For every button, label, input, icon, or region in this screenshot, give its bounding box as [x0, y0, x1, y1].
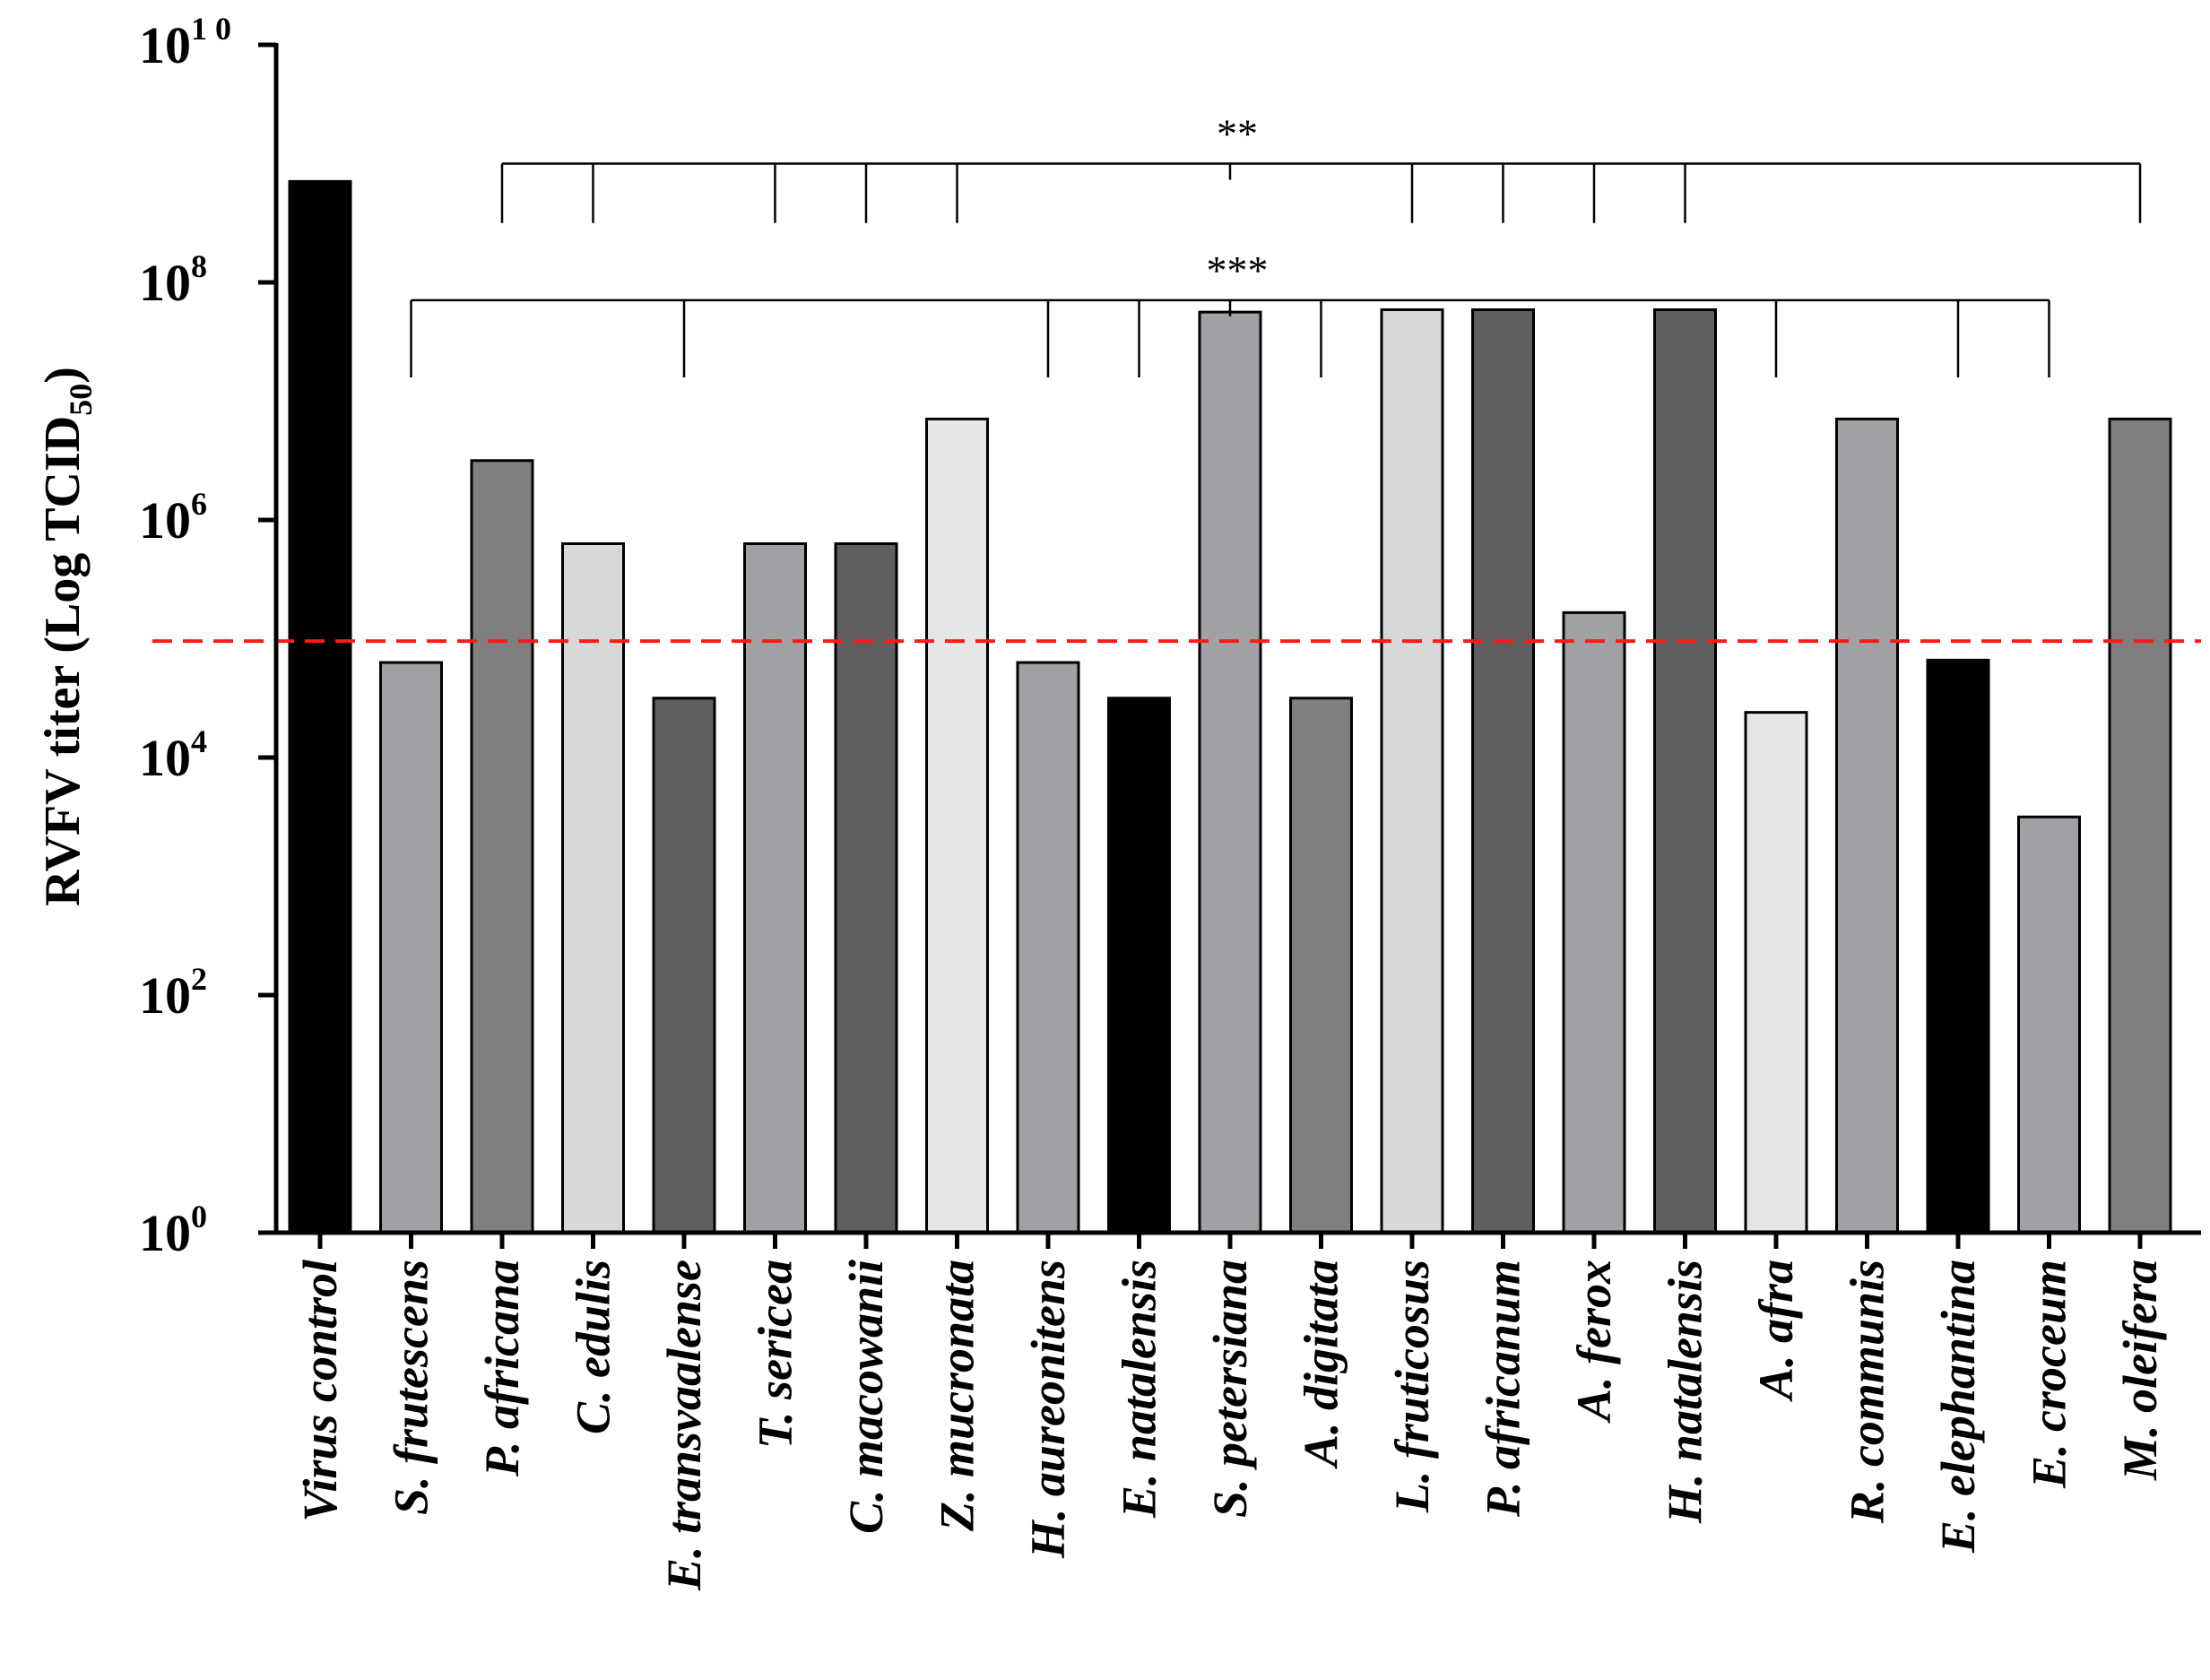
significance-label-2: ***	[1207, 247, 1269, 293]
y-tick-label: 102	[139, 961, 207, 1025]
x-tick-label: E. natalensis	[1113, 1260, 1166, 1519]
x-ticks-layer: Virus control S. frutescens P. africana C. …	[293, 1233, 2167, 1591]
bar-21	[2108, 417, 2172, 1234]
x-tick-label: C. edulis	[567, 1260, 620, 1434]
y-axis-label-subscript: 50	[63, 384, 99, 416]
x-tick-label: P. africanum	[1477, 1260, 1530, 1518]
y-tick-label: 108	[139, 248, 207, 312]
bar-15	[1562, 611, 1626, 1234]
bar-10	[1107, 697, 1171, 1234]
x-tick-label: H. natalensis	[1659, 1260, 1712, 1524]
bar-12	[1289, 697, 1353, 1234]
y-tick-label-base: 10	[139, 966, 191, 1025]
y-axis-label-main: RVFV titer (Log TCID	[35, 416, 91, 906]
y-tick-label: 100	[139, 1199, 207, 1262]
x-tick-label: M. oleifera	[2113, 1260, 2167, 1481]
bar-7	[834, 542, 898, 1234]
y-tick-label-base: 10	[139, 16, 191, 74]
y-tick-label-base: 10	[139, 254, 191, 312]
y-tick-label: 106	[139, 486, 207, 550]
x-tick-label: H. aureonitens	[1021, 1260, 1075, 1559]
x-tick-label: S. frutescens	[385, 1260, 438, 1515]
bar-16	[1653, 307, 1717, 1234]
bars-layer	[288, 179, 2172, 1234]
x-tick-label: E. croceum	[2023, 1260, 2076, 1489]
x-tick-label: Virus control	[293, 1260, 347, 1522]
y-tick-label-base: 10	[139, 1204, 191, 1262]
significance-label-1: **	[1217, 111, 1258, 157]
bar-17	[1744, 711, 1808, 1234]
x-tick-label: E. elephantina	[1931, 1260, 1985, 1554]
bar-9	[1016, 661, 1080, 1234]
y-tick-label: 104	[139, 723, 207, 787]
x-tick-label: T. sericea	[749, 1260, 802, 1449]
y-tick-label-exponent: 6	[191, 486, 207, 522]
x-tick-label: E. transvaalense	[657, 1260, 711, 1591]
axes-layer	[273, 43, 2201, 1235]
x-tick-label: P. africana	[475, 1260, 529, 1477]
x-tick-label: S. petersiana	[1203, 1260, 1257, 1518]
bar-1	[288, 179, 352, 1234]
bar-18	[1835, 417, 1899, 1234]
x-tick-label: L. fruticosus	[1385, 1260, 1439, 1513]
y-tick-label-exponent: 2	[191, 961, 207, 997]
x-tick-label: Z. mucronata	[931, 1260, 984, 1532]
bar-6	[743, 542, 807, 1234]
bar-3	[470, 459, 534, 1234]
x-tick-label: A. digitata	[1295, 1260, 1348, 1469]
bar-19	[1926, 658, 1990, 1234]
y-axis-label-close: )	[35, 367, 91, 384]
y-tick-label: 101 0	[139, 11, 231, 74]
y-axis-label: RVFV titer (Log TCID50)	[35, 367, 99, 906]
bar-4	[561, 542, 625, 1234]
bar-13	[1380, 307, 1444, 1234]
y-tick-label-exponent: 0	[191, 1199, 207, 1234]
y-tick-label-exponent: 8	[191, 248, 207, 284]
significance-layer: *****	[410, 111, 2142, 377]
bar-2	[379, 661, 443, 1234]
bar-14	[1471, 307, 1535, 1234]
y-tick-label-base: 10	[139, 491, 191, 550]
bar-11	[1198, 310, 1262, 1234]
x-tick-label: R. communis	[1841, 1260, 1894, 1524]
x-tick-label: A. ferox	[1567, 1260, 1621, 1424]
y-tick-label-exponent: 4	[191, 723, 207, 759]
bar-8	[925, 417, 989, 1234]
bar-20	[2017, 815, 2081, 1234]
x-tick-label: C. macowanii	[839, 1260, 893, 1534]
y-tick-label-exponent: 1 0	[191, 11, 231, 47]
bar-5	[652, 697, 716, 1234]
y-tick-label-base: 10	[139, 729, 191, 787]
x-tick-label: A. afra	[1749, 1260, 1803, 1402]
